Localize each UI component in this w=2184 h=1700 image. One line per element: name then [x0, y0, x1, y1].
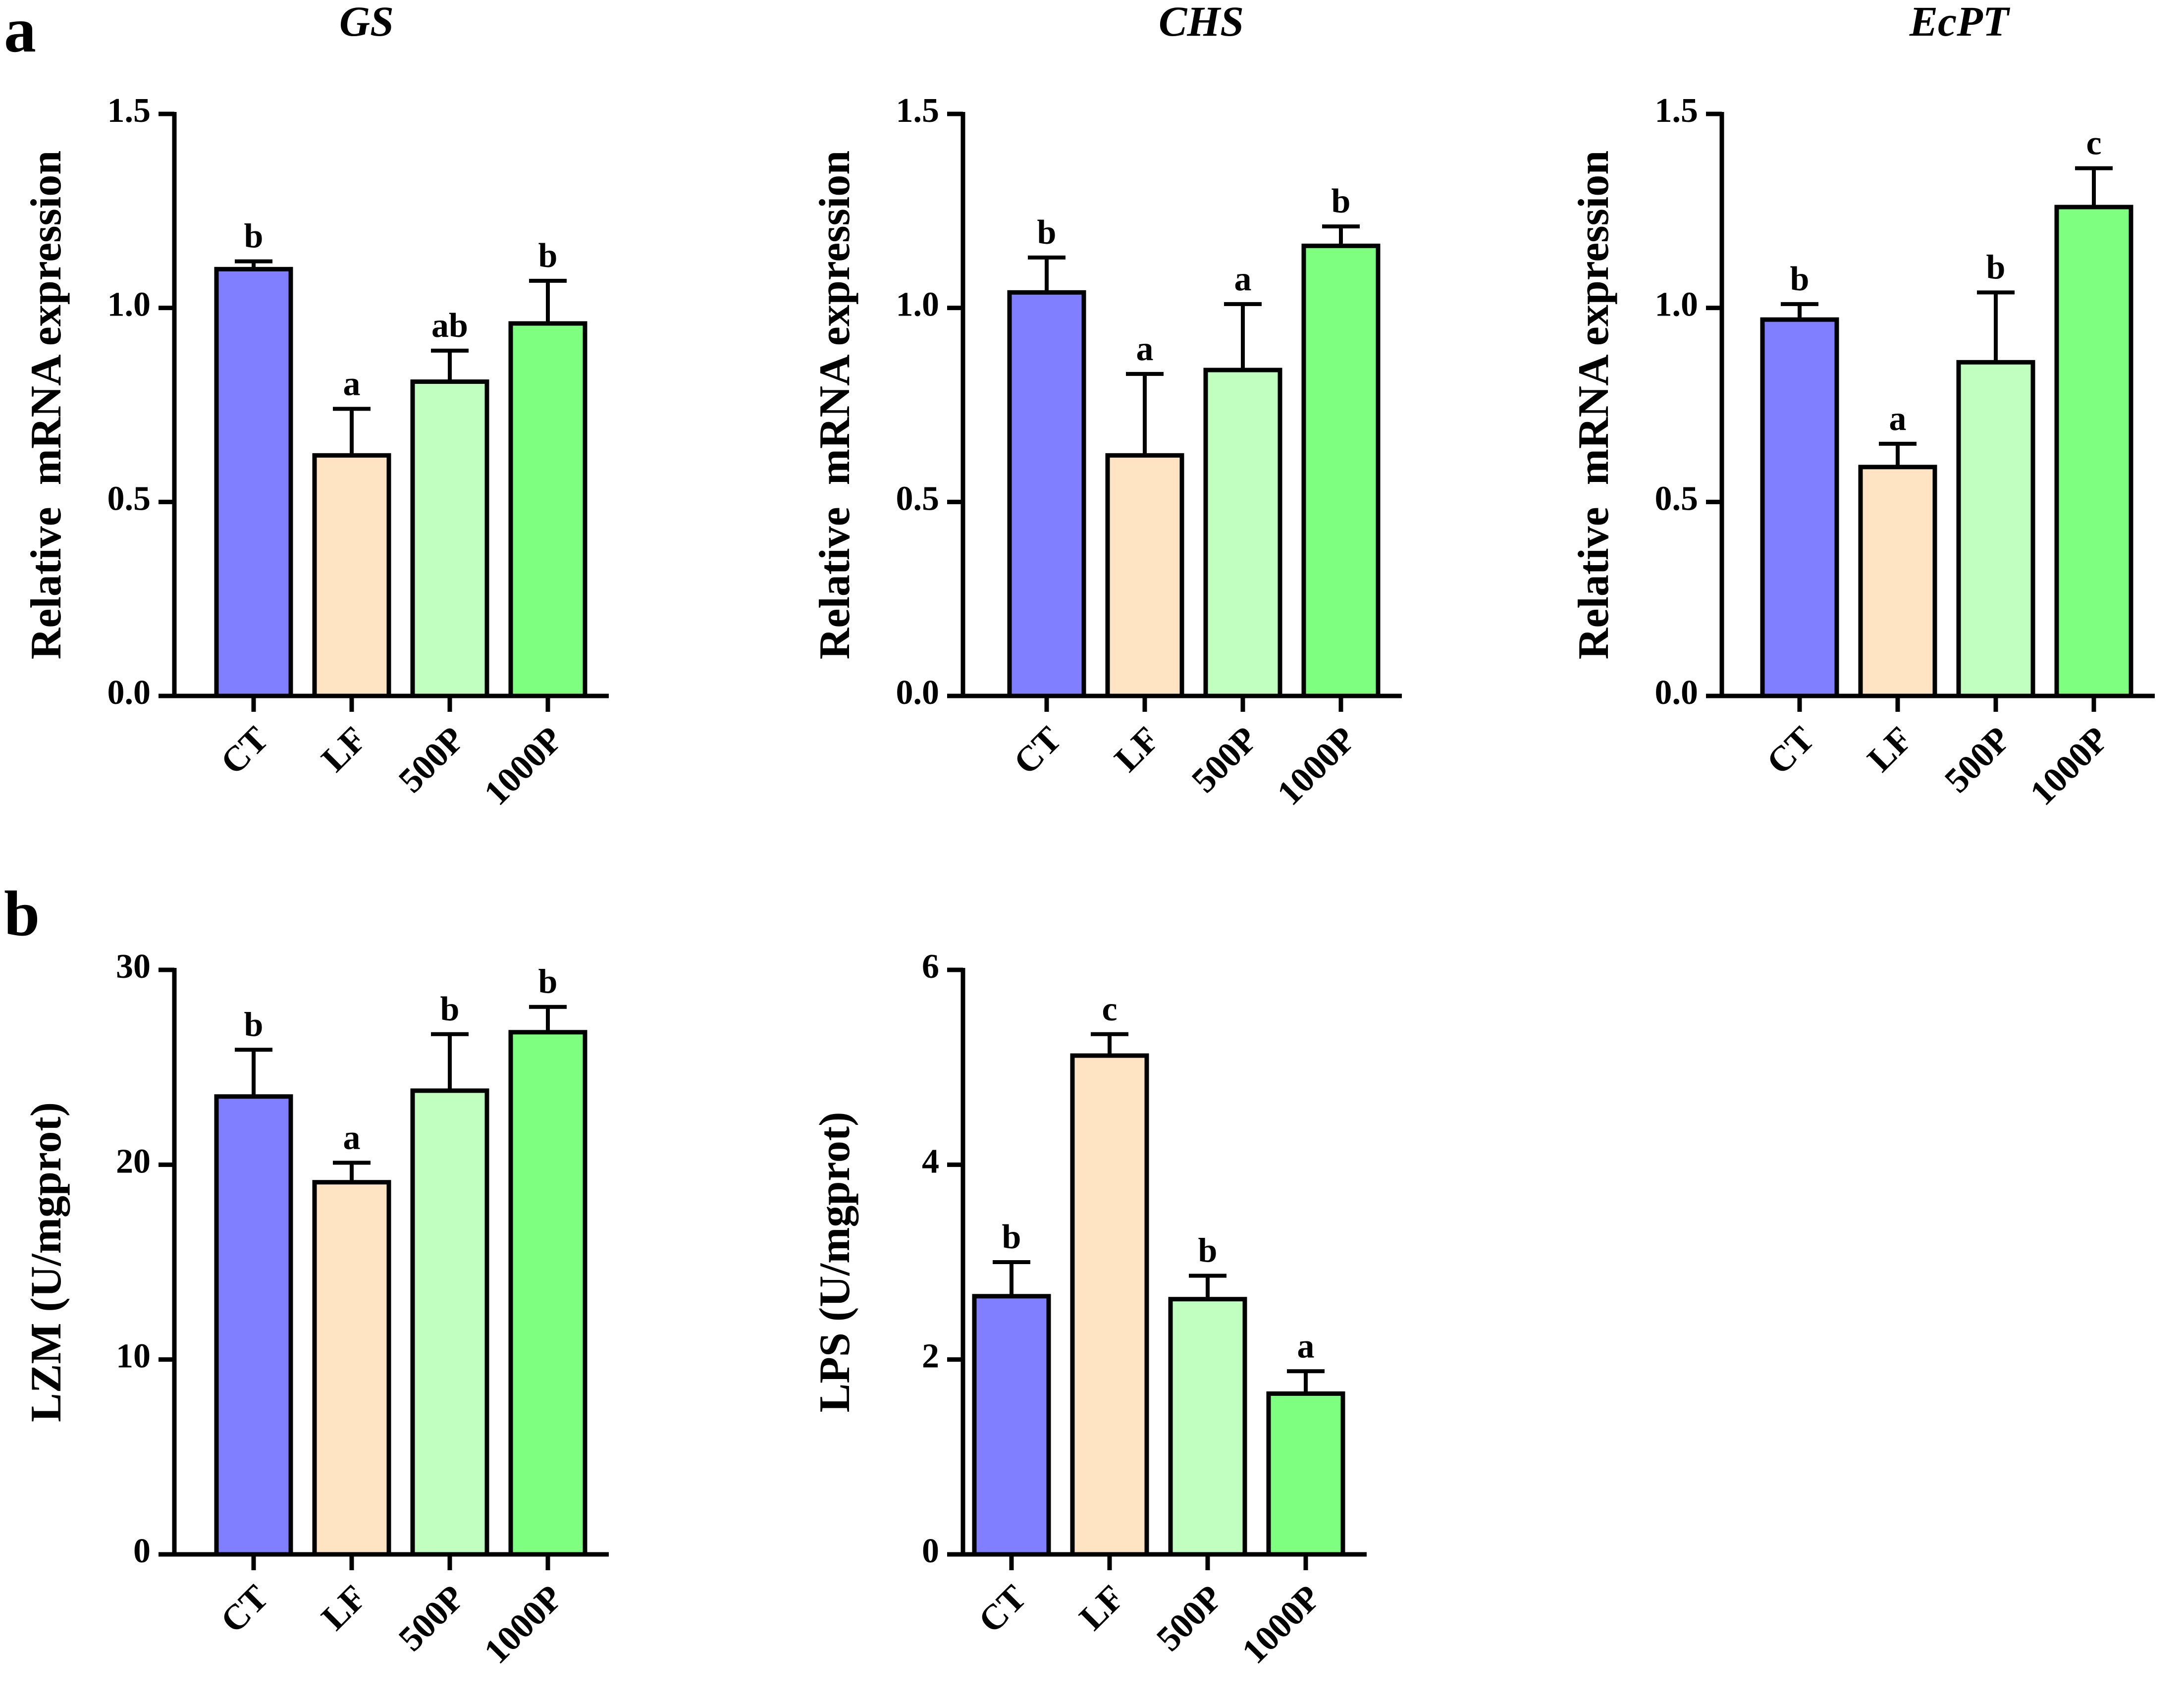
significance-label: b [1037, 213, 1057, 252]
bar-500p [1168, 1297, 1247, 1557]
chart-title: GS [339, 0, 394, 45]
bar-1000p [508, 321, 587, 698]
y-tick-label: 30 [116, 948, 151, 986]
significance-label: b [1002, 1218, 1021, 1256]
y-tick-label: 1.5 [896, 92, 940, 130]
bar-1000p [508, 1030, 587, 1557]
bar-500p [1956, 360, 2035, 698]
chart-lps: LPS (U/mgprot) b c b a 0 2 4 6 CT LF 500P 1000P [811, 948, 1367, 1671]
bar-ct [972, 1294, 1051, 1557]
x-tick-label: 1000P [476, 1577, 570, 1671]
significance-label: a [1297, 1327, 1315, 1365]
bar-1000p [1301, 243, 1381, 698]
bar-500p [410, 1088, 489, 1557]
x-tick-label: CT [213, 1577, 276, 1640]
significance-label: b [244, 217, 264, 256]
y-tick-label: 0.5 [1655, 479, 1699, 518]
significance-label: c [2086, 124, 2101, 162]
chart-chs: CHS Relative mRNA expression b a a b 0.0 0.5 1.0… [811, 0, 1402, 813]
x-tick-label: 1000P [2022, 719, 2116, 813]
y-tick-label: 1.5 [1655, 92, 1699, 130]
significance-label: b [1332, 182, 1351, 220]
x-tick-label: 500P [391, 1577, 472, 1658]
y-tick-label: 10 [116, 1337, 151, 1376]
x-tick-label: 500P [1149, 1577, 1230, 1658]
x-tick-label: CT [1006, 719, 1069, 782]
y-axis-label: Relative mRNA expression [811, 151, 859, 659]
significance-label: a [1136, 330, 1154, 368]
significance-label: b [244, 1006, 264, 1044]
significance-label: b [1986, 248, 2006, 286]
significance-label: a [1889, 400, 1907, 438]
chart-ecpt: EcPT Relative mRNA expression b a b c 0.0 0.5 1.… [1570, 0, 2155, 813]
x-tick-label: LF [314, 1577, 374, 1638]
y-tick-label: 2 [922, 1337, 939, 1376]
significance-label: a [343, 1118, 361, 1157]
bar-lf [312, 453, 391, 698]
y-tick-label: 1.0 [1655, 286, 1699, 324]
x-tick-label: LF [314, 719, 374, 779]
x-tick-label: 1000P [1269, 719, 1363, 813]
y-tick-label: 0.0 [896, 674, 940, 712]
y-axis-label: LZM (U/mgprot) [22, 1102, 70, 1422]
panel-label-a: a [4, 0, 36, 66]
significance-label: a [343, 365, 361, 403]
bar-1000p [1266, 1391, 1345, 1557]
chart-lzm: LZM (U/mgprot) b a b b 0 10 20 30 CT LF 500P 1000P [22, 948, 609, 1671]
y-tick-label: 0.5 [896, 479, 940, 518]
bar-ct [1007, 290, 1086, 698]
x-tick-label: 1000P [1234, 1577, 1328, 1671]
x-tick-label: LF [1860, 719, 1920, 779]
y-tick-label: 6 [922, 948, 939, 986]
significance-label: b [440, 990, 460, 1028]
significance-label: c [1102, 990, 1117, 1028]
significance-label: ab [431, 307, 468, 345]
significance-label: b [1790, 260, 1810, 298]
x-tick-label: 1000P [476, 719, 570, 813]
significance-label: b [1198, 1232, 1218, 1270]
bar-ct [1760, 317, 1839, 698]
chart-gs: GS Relative mRNA expression b a ab b 0.0 0.5 1.0… [22, 0, 609, 813]
significance-label: b [538, 237, 558, 275]
x-tick-label: 500P [1184, 719, 1265, 800]
x-tick-label: CT [213, 719, 276, 782]
x-tick-label: LF [1071, 1577, 1132, 1638]
bar-ct [214, 1094, 293, 1557]
bar-500p [410, 379, 489, 698]
bar-lf [312, 1180, 391, 1557]
x-tick-label: 500P [391, 719, 472, 800]
bar-lf [1070, 1053, 1149, 1557]
y-axis-label: Relative mRNA expression [1570, 151, 1618, 659]
bar-ct [214, 266, 293, 698]
y-tick-label: 0 [133, 1532, 151, 1570]
x-tick-label: CT [1759, 719, 1822, 782]
y-tick-label: 0.5 [107, 479, 151, 518]
x-tick-label: CT [971, 1577, 1034, 1640]
x-tick-label: LF [1107, 719, 1167, 779]
y-tick-label: 0 [922, 1532, 939, 1570]
y-axis-label: LPS (U/mgprot) [811, 1112, 859, 1412]
y-tick-label: 20 [116, 1142, 151, 1180]
y-tick-label: 0.0 [107, 674, 151, 712]
chart-title: EcPT [1909, 0, 2011, 45]
y-axis-label: Relative mRNA expression [22, 151, 70, 659]
chart-title: CHS [1159, 0, 1244, 45]
significance-label: a [1234, 260, 1252, 298]
bar-lf [1858, 465, 1937, 698]
y-tick-label: 1.5 [107, 92, 151, 130]
y-tick-label: 1.0 [107, 286, 151, 324]
y-tick-label: 0.0 [1655, 674, 1699, 712]
x-tick-label: 500P [1937, 719, 2018, 800]
bar-lf [1105, 453, 1184, 698]
panel-label-b: b [4, 878, 40, 950]
y-tick-label: 4 [922, 1142, 939, 1180]
bar-1000p [2054, 205, 2133, 698]
bar-500p [1203, 368, 1282, 698]
y-tick-label: 1.0 [896, 286, 940, 324]
significance-label: b [538, 963, 558, 1001]
